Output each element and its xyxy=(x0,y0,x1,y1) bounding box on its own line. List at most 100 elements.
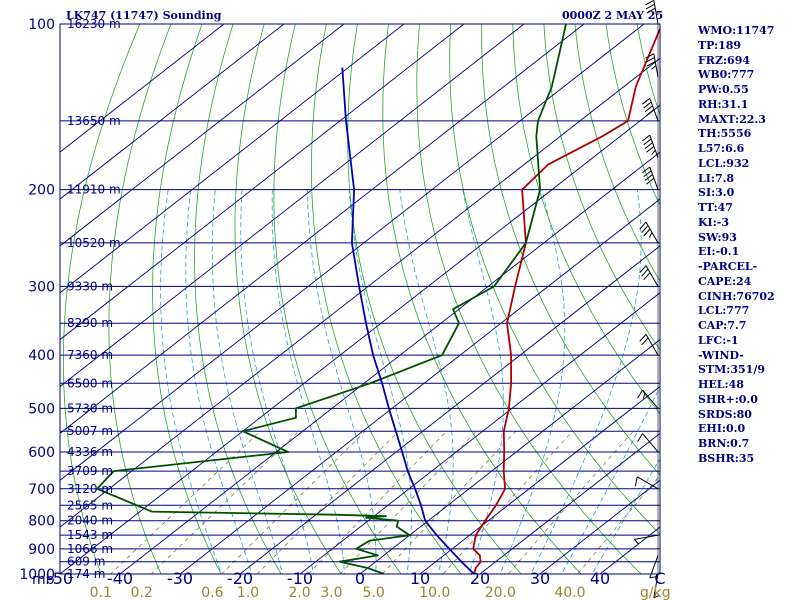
height-label: 4336 m xyxy=(67,445,113,459)
dry-adiabat xyxy=(63,24,141,574)
parcel-profile xyxy=(341,67,475,574)
moist-adiabat xyxy=(591,458,660,574)
pressure-tick: 200 xyxy=(28,183,55,199)
height-label: 5730 m xyxy=(67,401,113,415)
mixing-ratio-tick: 40.0 xyxy=(554,585,585,600)
indices-panel: WMO:11747 TP:189 FRZ:694 WB0:777 PW:0.55 RH:3… xyxy=(698,24,798,467)
index-line: TP:189 xyxy=(698,38,742,52)
wind-barb xyxy=(636,476,659,490)
wind-barb-flag xyxy=(633,539,639,545)
dry-adiabat xyxy=(574,24,660,282)
index-line: EI:-0.1 xyxy=(698,245,740,259)
mixing-ratio-tick: 10.0 xyxy=(419,585,450,600)
dry-adiabat xyxy=(512,24,660,415)
wind-barb-flag xyxy=(642,392,646,399)
dry-adiabat xyxy=(416,24,642,574)
height-label: 13650 m xyxy=(67,114,121,128)
moist-adiabat xyxy=(211,189,283,574)
isotherm xyxy=(60,24,585,434)
wind-barb-flag xyxy=(648,232,653,238)
moist-adiabat xyxy=(307,189,377,574)
index-line: BRN:0.7 xyxy=(698,437,750,450)
wind-barb-flag xyxy=(651,149,656,155)
wind-barb-flag xyxy=(646,109,655,116)
wind-barb-flag xyxy=(639,334,647,342)
moist-adiabat xyxy=(240,189,314,574)
dry-adiabat xyxy=(543,24,660,351)
pressure-tick: 300 xyxy=(28,279,55,295)
isotherm xyxy=(299,292,660,574)
pressure-tick: 1000 xyxy=(19,567,55,583)
height-label: 7360 m xyxy=(67,348,113,362)
wind-barb xyxy=(653,0,659,25)
moist-adiabat xyxy=(530,189,642,574)
mixing-ratio-tick: 0.2 xyxy=(131,585,153,600)
dry-adiabat xyxy=(108,24,172,574)
wind-barb-flag xyxy=(646,177,655,185)
index-line: LFC:-1 xyxy=(698,333,739,347)
temperature-tick: 0 xyxy=(355,569,365,588)
index-line: LCL:932 xyxy=(698,156,750,170)
wind-barb-flag xyxy=(643,138,652,146)
height-label: 6500 m xyxy=(67,376,113,390)
index-line: STM:351/9 xyxy=(698,363,765,377)
wind-barb-flag xyxy=(644,142,653,149)
wind-barb-flag xyxy=(646,146,655,153)
index-line: HEL:48 xyxy=(698,378,744,391)
wind-barb-flag xyxy=(651,65,657,70)
pressure-unit: mb xyxy=(32,572,55,588)
moist-adiabat xyxy=(185,189,253,574)
isotherm xyxy=(239,245,660,574)
isotherm xyxy=(60,24,405,294)
wind-barb-flag xyxy=(645,3,655,10)
wind-barb-flag xyxy=(634,476,638,487)
dry-adiabat xyxy=(481,24,660,476)
wind-barb xyxy=(634,534,659,540)
dry-adiabat xyxy=(347,24,522,574)
isotherm xyxy=(60,24,345,247)
wind-barb-flag xyxy=(641,337,649,346)
station-title: LK747 (11747) Sounding xyxy=(66,9,222,22)
height-label: 9330 m xyxy=(67,279,113,293)
index-line: MAXT:22.3 xyxy=(698,112,766,126)
mixing-ratio-tick: 1.0 xyxy=(237,585,259,600)
index-line: SW:93 xyxy=(698,230,737,244)
moist-adiabat xyxy=(348,189,412,574)
isotherm xyxy=(60,24,225,153)
wind-barb-flag xyxy=(642,134,651,142)
dewpoint-profile xyxy=(96,24,567,574)
mixing-ratio-line xyxy=(442,430,573,574)
wind-barb-flag xyxy=(642,97,651,105)
index-line: WB0:777 xyxy=(698,68,755,82)
temperature-tick: C xyxy=(654,569,665,588)
wind-barb-flag xyxy=(646,61,656,67)
wind-barb-flag xyxy=(643,170,652,178)
plot-frame xyxy=(59,23,661,575)
wind-barb-flag xyxy=(649,576,656,579)
index-line: SHR+:0.0 xyxy=(698,392,758,406)
mixing-ratio-tick: 5.0 xyxy=(363,585,385,600)
height-label: 11910 m xyxy=(67,183,121,197)
temperature-profile xyxy=(461,26,660,574)
index-line: -PARCEL- xyxy=(698,260,758,273)
index-line: L57:6.6 xyxy=(698,142,745,155)
index-line: FRZ:694 xyxy=(698,53,751,67)
wind-barb-flag xyxy=(642,166,651,174)
isotherm xyxy=(179,198,660,574)
isotherm xyxy=(60,24,525,388)
isotherm xyxy=(60,104,660,574)
isotherm xyxy=(539,479,660,574)
isotherm xyxy=(60,24,645,481)
mixing-ratio-tick: 2.0 xyxy=(288,585,310,600)
mixing-ratio-tick: 20.0 xyxy=(485,585,516,600)
mixing-ratio-unit: g/kg xyxy=(640,585,671,600)
dry-adiabat xyxy=(382,24,582,574)
pressure-tick: 400 xyxy=(28,348,55,364)
isotherms xyxy=(60,24,660,574)
height-label: 3709 m xyxy=(67,464,113,478)
wind-barb xyxy=(653,573,659,598)
index-line: EHI:0.0 xyxy=(698,422,746,436)
wind-barb-flag xyxy=(645,57,655,63)
index-line: CAP:7.7 xyxy=(698,319,747,332)
